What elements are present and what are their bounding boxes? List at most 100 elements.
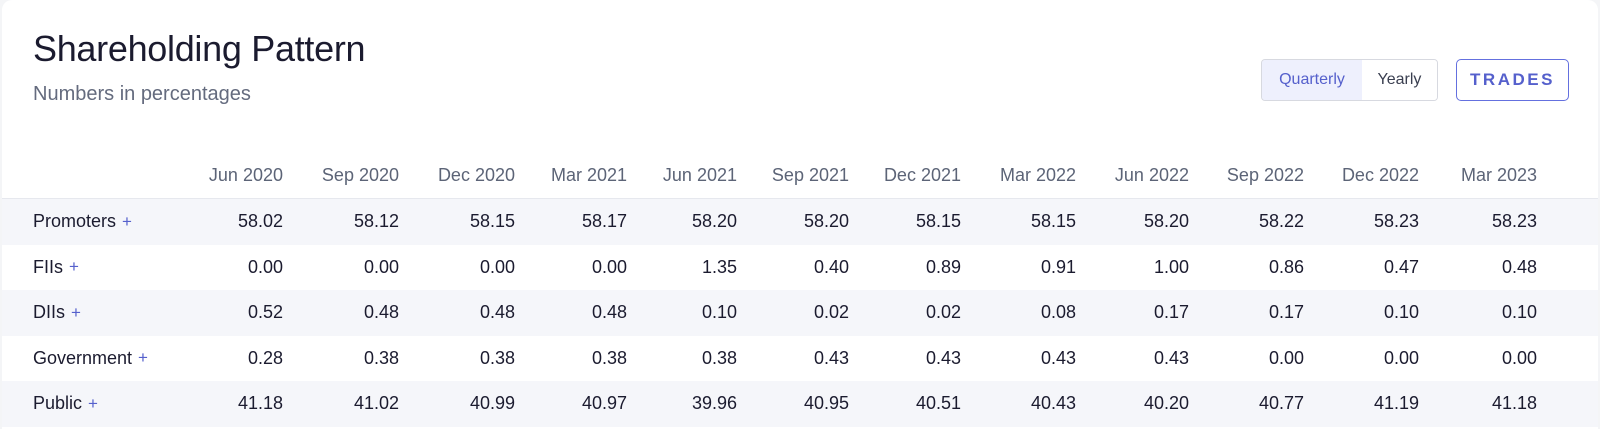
- table-cell: 0.10: [1383, 302, 1419, 323]
- table-cell: 1.35: [701, 256, 737, 277]
- column-header: Jun 2021: [662, 165, 737, 185]
- expand-plus-icon[interactable]: +: [88, 393, 98, 413]
- table-cell: 0.91: [1040, 256, 1076, 277]
- yearly-toggle[interactable]: Yearly: [1362, 60, 1437, 100]
- table-cell: 58.02: [237, 211, 283, 232]
- table-cell: 0.48: [363, 302, 399, 323]
- row-label: FIIs: [33, 256, 63, 277]
- table-cell: 58.15: [1030, 211, 1076, 232]
- column-header: Mar 2022: [999, 165, 1076, 185]
- table-cell: 0.17: [1268, 302, 1304, 323]
- table-cell: 0.02: [925, 302, 961, 323]
- column-header: Dec 2022: [1341, 165, 1419, 185]
- table-cell: 40.99: [469, 393, 515, 414]
- column-header: Jun 2020: [208, 165, 283, 185]
- table-cell: 0.00: [1268, 347, 1304, 368]
- table-cell: 39.96: [691, 393, 737, 414]
- table-cell: 58.20: [1143, 211, 1189, 232]
- table-row: FIIs +0.00 0.00 0.00 0.00 1.35 0.40 0.89 0.91 1.0…: [2, 245, 1598, 291]
- table-cell: 58.23: [1373, 211, 1419, 232]
- table-cell: 41.18: [1491, 393, 1537, 414]
- page-title: Shareholding Pattern: [33, 28, 366, 69]
- table-cell: 40.20: [1143, 393, 1189, 414]
- table-cell: 0.52: [247, 302, 283, 323]
- table-cell: 0.43: [925, 347, 961, 368]
- table-cell: 0.48: [1501, 256, 1537, 277]
- column-header: Mar 2023: [1460, 165, 1537, 185]
- table-cell: 0.00: [479, 256, 515, 277]
- table-cell: 58.20: [803, 211, 849, 232]
- table-cell: 58.22: [1258, 211, 1304, 232]
- table-cell: 0.47: [1383, 256, 1419, 277]
- quarterly-toggle[interactable]: Quarterly: [1262, 60, 1362, 100]
- table-cell: 0.38: [591, 347, 627, 368]
- column-header: Sep 2020: [321, 165, 399, 185]
- table-cell: 0.48: [479, 302, 515, 323]
- table-cell: 41.02: [353, 393, 399, 414]
- table-cell: 41.19: [1373, 393, 1419, 414]
- table-cell: 58.17: [581, 211, 627, 232]
- table-cell: 0.38: [701, 347, 737, 368]
- table-cell: 0.38: [479, 347, 515, 368]
- expand-plus-icon[interactable]: +: [138, 348, 148, 368]
- table-cell: 0.89: [925, 256, 961, 277]
- row-label-cell[interactable]: DIIs +: [2, 290, 170, 336]
- page-subtitle: Numbers in percentages: [33, 83, 251, 105]
- column-header: Mar 2021: [550, 165, 627, 185]
- column-header: Sep 2021: [771, 165, 849, 185]
- table-cell: 0.00: [591, 256, 627, 277]
- table-header-row: Jun 2020 Sep 2020 Dec 2020 Mar 2021 Jun 2021…: [2, 153, 1598, 199]
- expand-plus-icon[interactable]: +: [71, 302, 81, 322]
- row-label-cell[interactable]: Government +: [2, 336, 170, 382]
- table-cell: 40.77: [1258, 393, 1304, 414]
- table-cell: 0.43: [1040, 347, 1076, 368]
- expand-plus-icon[interactable]: +: [69, 257, 79, 277]
- table-cell: 0.43: [813, 347, 849, 368]
- table-row: Government +0.28 0.38 0.38 0.38 0.38 0.43 0.43 0…: [2, 336, 1598, 382]
- column-header: Dec 2020: [437, 165, 515, 185]
- table-cell: 40.95: [803, 393, 849, 414]
- table-cell: 0.00: [1501, 347, 1537, 368]
- row-label: Government: [33, 347, 133, 368]
- table-cell: 58.15: [469, 211, 515, 232]
- table-cell: 58.12: [353, 211, 399, 232]
- table-cell: 1.00: [1153, 256, 1189, 277]
- table-cell: 58.23: [1491, 211, 1537, 232]
- row-label-cell[interactable]: FIIs +: [2, 245, 170, 291]
- table-cell: 0.38: [363, 347, 399, 368]
- column-header: Dec 2021: [883, 165, 961, 185]
- table-row: Promoters +58.02 58.12 58.15 58.17 58.20 58.20…: [2, 199, 1598, 245]
- column-header: Sep 2022: [1226, 165, 1304, 185]
- table-cell: 0.00: [247, 256, 283, 277]
- header-label-cell: [2, 153, 170, 198]
- table-cell: 0.02: [813, 302, 849, 323]
- table-cell: 0.43: [1153, 347, 1189, 368]
- column-header: Jun 2022: [1114, 165, 1189, 185]
- table-cell: 40.97: [581, 393, 627, 414]
- row-label: Public: [33, 393, 83, 414]
- row-label: DIIs: [33, 302, 66, 323]
- expand-plus-icon[interactable]: +: [122, 211, 132, 231]
- trades-button[interactable]: TRADES: [1456, 59, 1569, 101]
- table-cell: 0.00: [1383, 347, 1419, 368]
- table-cell: 40.51: [915, 393, 961, 414]
- row-label-cell[interactable]: Promoters +: [2, 199, 170, 245]
- table-cell: 41.18: [237, 393, 283, 414]
- table-cell: 0.86: [1268, 256, 1304, 277]
- table-cell: 0.00: [363, 256, 399, 277]
- table-row: DIIs +0.52 0.48 0.48 0.48 0.10 0.02 0.02 0.08 0.1…: [2, 290, 1598, 336]
- table-cell: 58.15: [915, 211, 961, 232]
- row-label: Promoters: [33, 211, 117, 232]
- table-cell: 0.17: [1153, 302, 1189, 323]
- table-cell: 58.20: [691, 211, 737, 232]
- table-cell: 0.48: [591, 302, 627, 323]
- table-cell: 0.10: [1501, 302, 1537, 323]
- row-label-cell[interactable]: Public +: [2, 381, 170, 427]
- period-toggle: Quarterly Yearly: [1261, 59, 1438, 101]
- table-row: Public +41.18 41.02 40.99 40.97 39.96 40.95 40.…: [2, 381, 1598, 427]
- table-cell: 0.08: [1040, 302, 1076, 323]
- table-cell: 0.40: [813, 256, 849, 277]
- table-cell: 0.28: [247, 347, 283, 368]
- shareholding-table: Jun 2020 Sep 2020 Dec 2020 Mar 2021 Jun 2021…: [2, 153, 1598, 427]
